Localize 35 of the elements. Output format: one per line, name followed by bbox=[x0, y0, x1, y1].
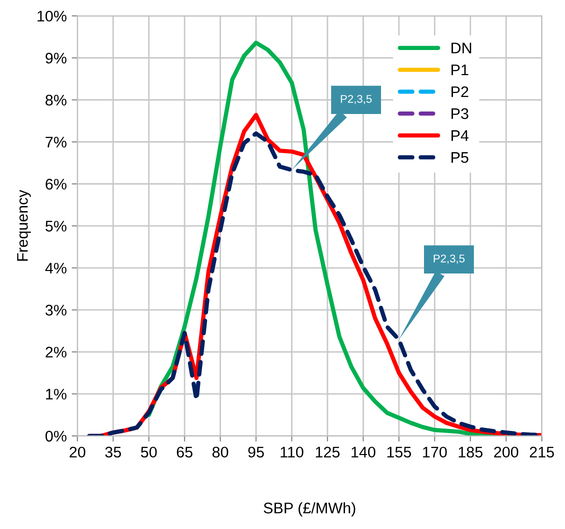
x-tick-label: 20 bbox=[70, 446, 86, 458]
x-tick-label: 185 bbox=[458, 446, 482, 458]
y-tick-label: 0% bbox=[46, 430, 66, 442]
x-tick-label: 95 bbox=[248, 446, 264, 458]
y-tick-label: 5% bbox=[46, 220, 66, 232]
y-tick-label: 1% bbox=[46, 388, 66, 400]
y-tick-label: 7% bbox=[46, 136, 66, 148]
y-tick-label: 3% bbox=[45, 304, 66, 316]
y-tick-label: 10% bbox=[38, 10, 66, 22]
x-tick-label: 110 bbox=[280, 446, 304, 458]
x-tick-label: 155 bbox=[387, 446, 412, 458]
x-tick-label: 215 bbox=[530, 446, 554, 458]
legend-label: P3 bbox=[452, 108, 468, 120]
legend-label: P2 bbox=[452, 86, 468, 98]
y-axis-title: Frequency bbox=[17, 190, 31, 261]
y-tick-label: 2% bbox=[46, 346, 66, 358]
y-tick-label: 8% bbox=[46, 94, 66, 106]
y-tick-label: 4% bbox=[45, 262, 66, 274]
x-tick-label: 170 bbox=[423, 446, 447, 458]
x-tick-label: 80 bbox=[212, 446, 228, 458]
x-tick-label: 35 bbox=[105, 446, 121, 458]
x-tick-label: 125 bbox=[316, 446, 340, 458]
x-tick-label: 50 bbox=[140, 446, 157, 458]
x-tick-label: 200 bbox=[494, 446, 518, 458]
legend-label: P1 bbox=[452, 64, 468, 76]
x-tick-label: 140 bbox=[352, 446, 376, 458]
annotation: P2,3,5 bbox=[340, 94, 372, 104]
annotation: P2,3,5 bbox=[434, 254, 465, 264]
legend-label: P5 bbox=[452, 152, 468, 163]
y-tick-label: 6% bbox=[46, 178, 66, 190]
y-tick-label: 9% bbox=[46, 52, 66, 64]
x-tick-label: 65 bbox=[176, 446, 192, 458]
legend-label: P4 bbox=[452, 130, 469, 141]
legend-label: DN bbox=[452, 42, 472, 54]
x-axis-title: SBP (£/MWh) bbox=[264, 502, 356, 516]
